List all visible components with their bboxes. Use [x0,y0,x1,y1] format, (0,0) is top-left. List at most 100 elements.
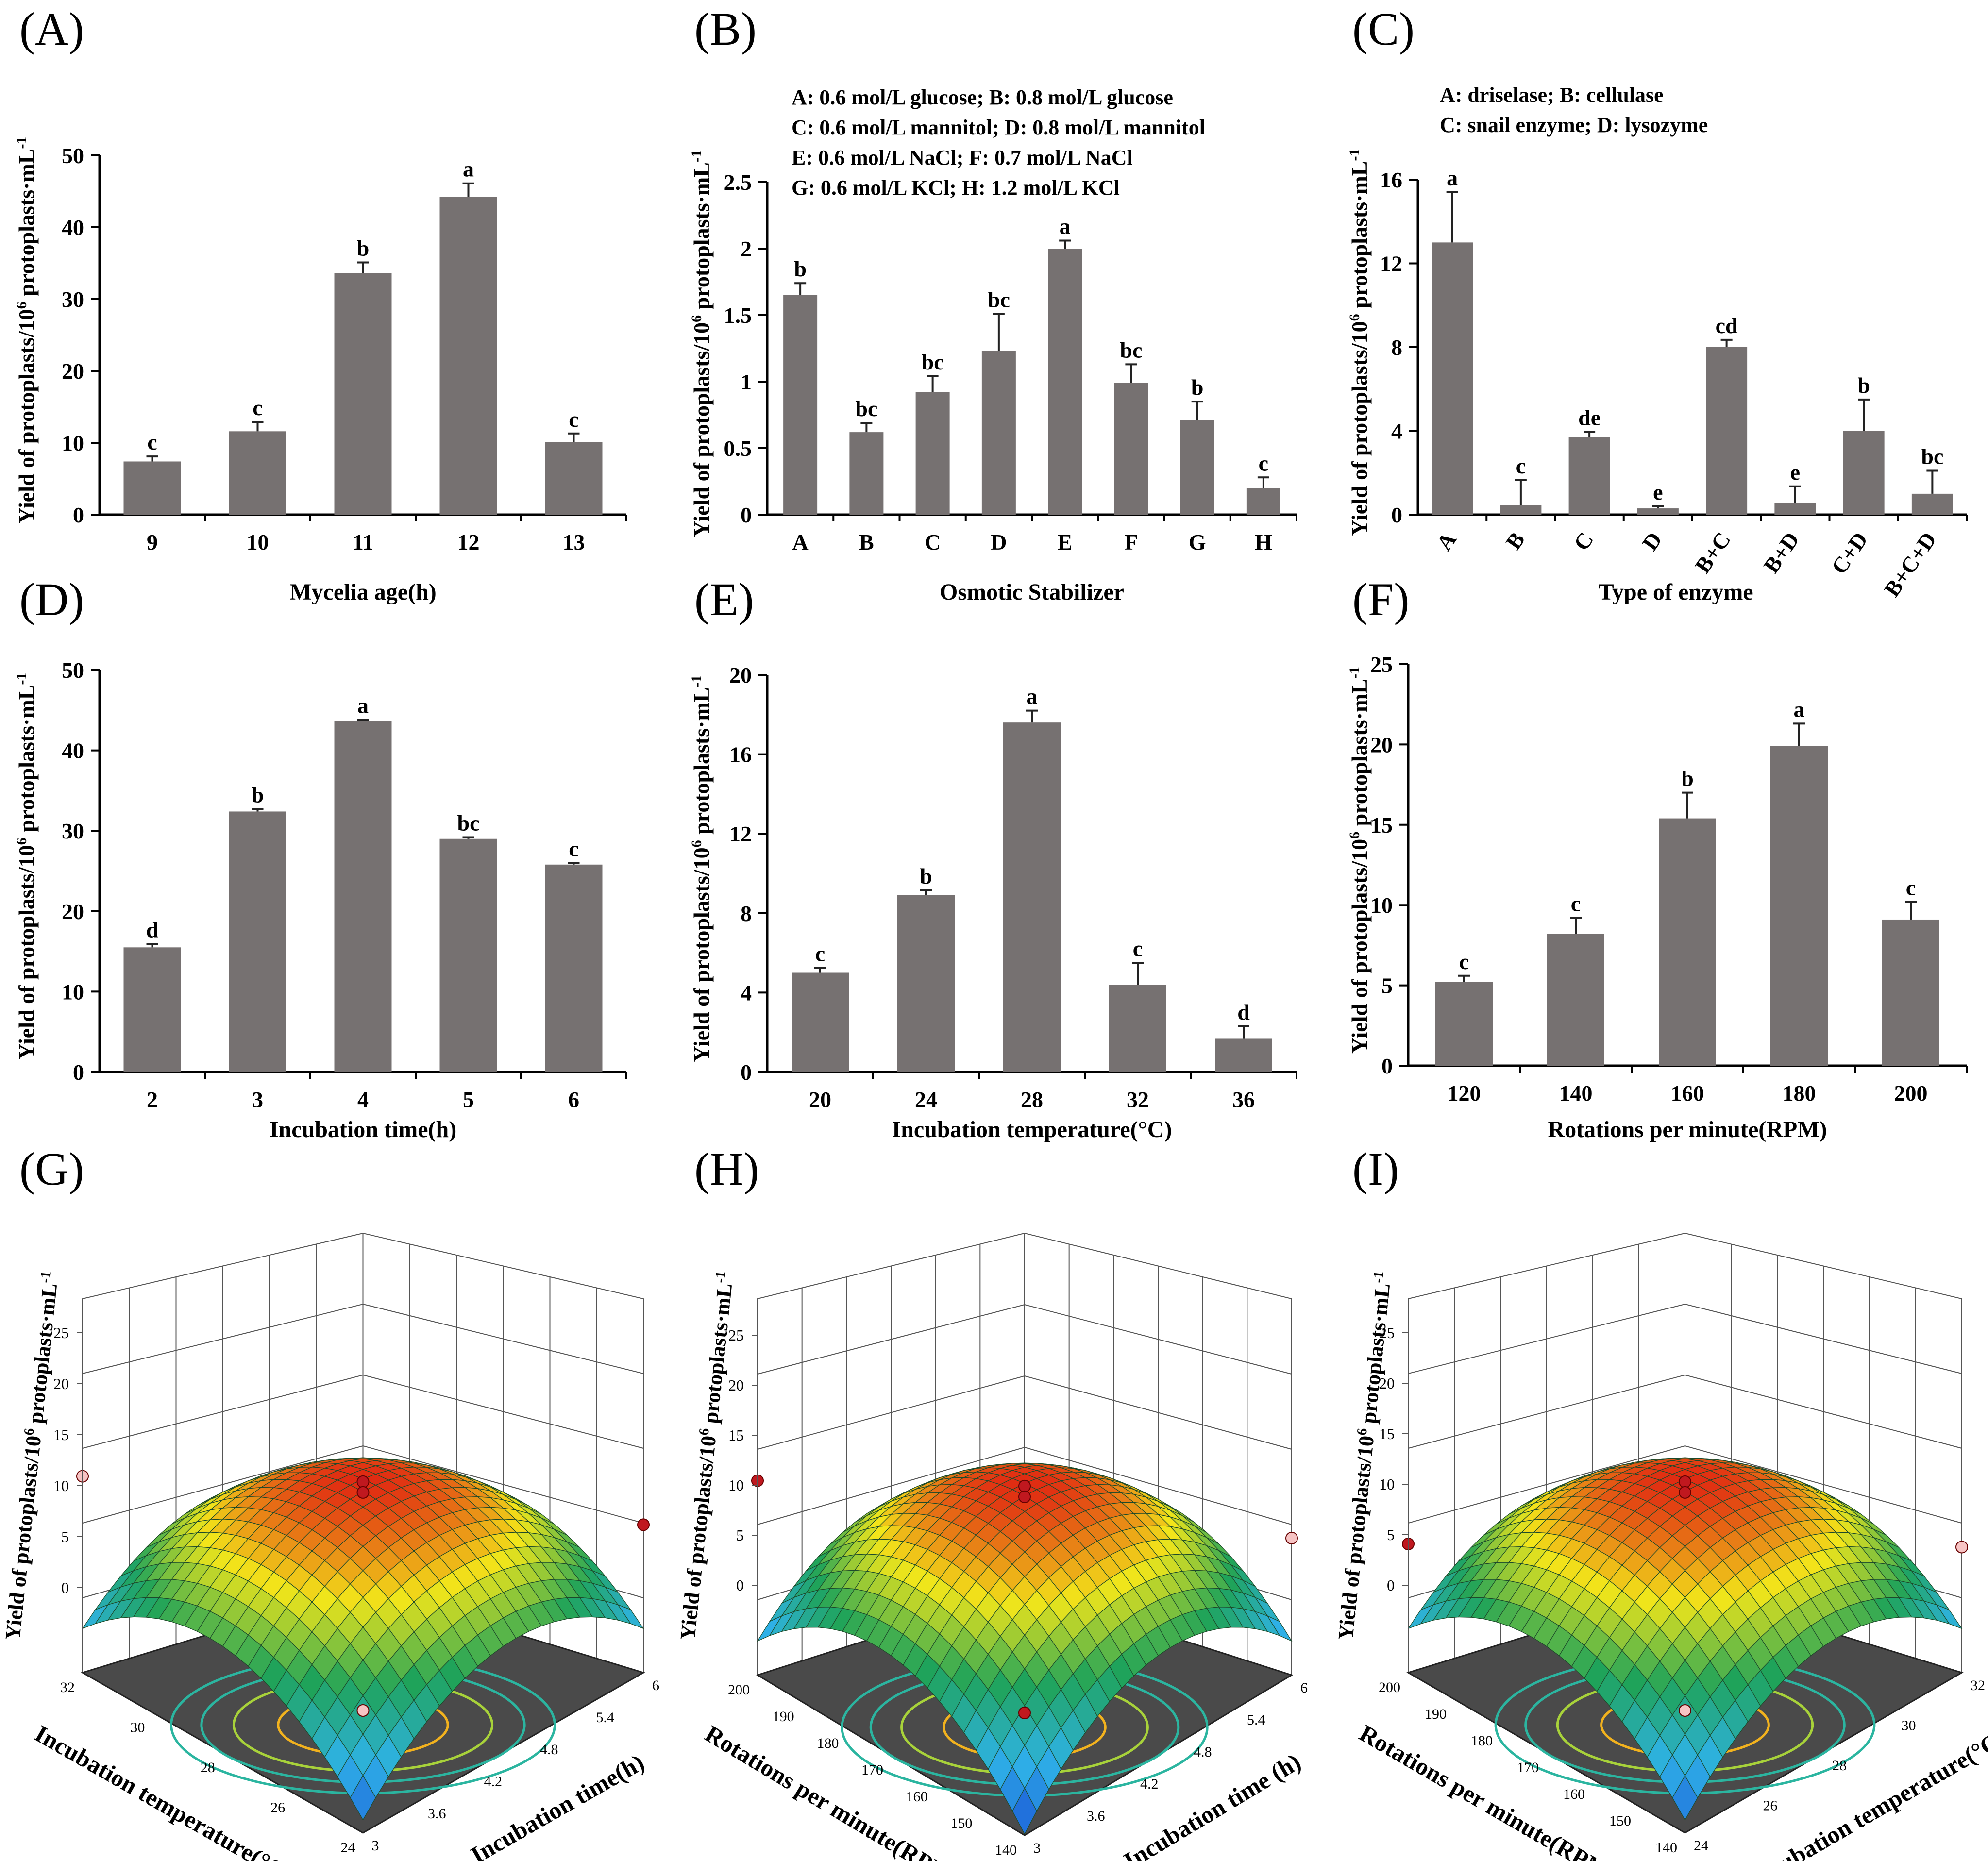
z-tick-label: 15 [1379,1425,1395,1442]
design-point-marker [1018,1707,1031,1719]
x-tick-label: G [1189,530,1206,554]
bar [1882,919,1939,1066]
y-tick-label: 50 [62,143,84,168]
response-surface [1407,1457,1963,1821]
significance-letter: a [1794,697,1805,721]
legend-text: A: driselase; B: cellulase [1440,83,1664,107]
bar [545,864,603,1072]
bar [1003,722,1061,1072]
x-tick-label: 2 [147,1087,158,1112]
z-tick-label: 0 [1387,1576,1395,1594]
bar [783,295,818,515]
y-axis-title: Yield of protoplasts/106 protoplasts·mL-… [1347,667,1372,1054]
bar [439,838,497,1072]
bar [792,972,849,1072]
left-axis-tick-label: 180 [817,1735,839,1751]
y-tick-label: 25 [1370,652,1393,677]
significance-letter: a [357,693,369,718]
significance-letter: b [794,256,807,281]
design-point-marker [356,1475,370,1488]
surface-cell [1012,1787,1037,1835]
y-axis-title: Yield of protoplasts/106 protoplasts·mL-… [1347,149,1372,536]
bar [229,431,286,515]
bar [1109,985,1166,1072]
y-tick-label: 15 [1370,813,1393,838]
x-tick-label: B [859,530,874,554]
left-axis-tick-label: 28 [201,1760,215,1776]
bar [915,392,950,515]
bar [1774,503,1816,515]
x-tick-label: 6 [568,1087,579,1112]
right-axis-tick-label: 4.8 [540,1742,558,1758]
significance-letter: bc [855,396,877,421]
legend-text: C: snail enzyme; D: lysozyme [1440,113,1708,137]
y-tick-label: 0 [1381,1054,1393,1078]
wall-grid-h [82,1303,644,1374]
significance-letter: c [815,941,825,966]
left-axis-tick-label: 200 [1379,1679,1400,1695]
left-axis-tick-label: 160 [1563,1786,1585,1802]
y-tick-label: 20 [1370,732,1393,757]
y-axis-title: Yield of protoplasts/106 protoplasts·mL-… [14,673,39,1060]
design-point-marker [637,1518,650,1531]
x-tick-label: D [1637,527,1667,554]
z-tick-label: 5 [61,1528,69,1545]
wall-grid-h [1408,1445,1962,1524]
significance-letter: cd [1716,313,1738,338]
y-axis-title: Yield of protoplasts/106 protoplasts·mL-… [14,137,39,524]
significance-letter: b [1857,373,1870,398]
left-axis-tick-label: 26 [270,1800,285,1816]
x-tick-label: 13 [563,530,585,554]
right-axis-tick-label: 5.4 [1247,1712,1265,1728]
significance-letter: a [1060,214,1071,239]
bar [1048,249,1082,515]
significance-letter: c [147,430,157,454]
bar [849,432,884,515]
z-tick-label: 15 [728,1426,744,1444]
x-tick-label: 11 [353,530,373,554]
y-tick-label: 2.5 [724,170,752,195]
significance-letter: bc [1120,337,1142,362]
right-axis-tick-label: 4.2 [1140,1776,1159,1792]
x-tick-label: 3 [252,1087,263,1112]
x-tick-label: B+D [1759,527,1804,577]
design-point-marker [1018,1479,1031,1492]
left-axis-tick-label: 170 [861,1762,883,1778]
z-tick-label: 15 [53,1426,69,1443]
x-tick-label: 12 [457,530,480,554]
x-tick-label: A [792,530,809,554]
right-axis-tick-label: 5.4 [596,1710,615,1726]
bar [1659,818,1716,1066]
bar [1114,383,1148,515]
significance-letter: de [1578,405,1601,430]
y-tick-label: 8 [1391,335,1402,360]
right-axis-tick-label: 3.6 [1087,1808,1105,1824]
y-tick-label: 40 [62,215,84,240]
significance-letter: c [1571,891,1581,916]
bar [1180,420,1214,515]
y-tick-label: 20 [729,663,752,687]
significance-letter: a [1027,684,1038,709]
y-tick-label: 1.5 [724,303,752,328]
z-tick-label: 10 [728,1476,744,1494]
x-tick-label: C [1568,527,1598,554]
y-tick-label: 4 [741,980,752,1005]
wall-grid-h [1408,1374,1962,1449]
design-point-marker [1018,1490,1031,1503]
y-tick-label: 5 [1381,973,1393,998]
panel-label: (D) [19,573,84,625]
left-axis-tick-label: 24 [341,1840,355,1856]
bar [545,442,603,515]
bar-chart-panel: (A) 0 10 20 30 40 50 c 9 c 10 b 11 a 12 c 13 Mycelia age(… [14,3,627,605]
y-tick-label: 0 [741,1060,752,1085]
z-tick-label: 10 [53,1477,69,1494]
y-tick-label: 2 [741,236,752,261]
bar [229,811,286,1072]
wall-grid-h [82,1445,644,1524]
y-tick-label: 30 [62,287,84,312]
x-tick-label: D [991,530,1007,554]
significance-letter: a [463,157,474,182]
wall-grid-h [757,1304,1292,1375]
